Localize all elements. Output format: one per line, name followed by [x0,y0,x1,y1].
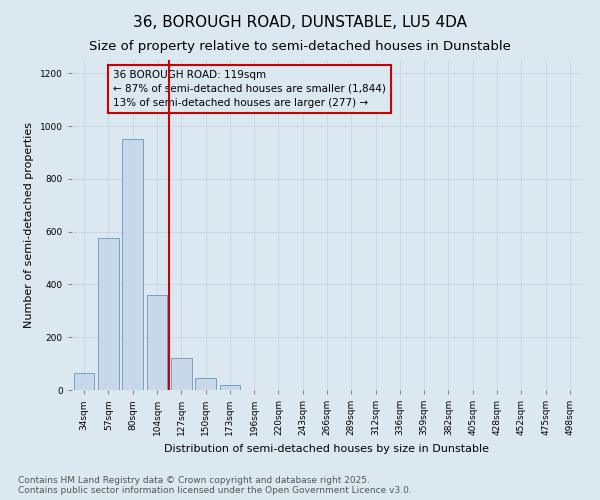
Bar [195,378,216,390]
Bar [122,139,143,390]
Bar [171,358,191,390]
Bar [98,238,119,390]
Text: Contains HM Land Registry data © Crown copyright and database right 2025.
Contai: Contains HM Land Registry data © Crown c… [18,476,412,495]
Bar [146,295,167,390]
Text: 36 BOROUGH ROAD: 119sqm
← 87% of semi-detached houses are smaller (1,844)
13% of: 36 BOROUGH ROAD: 119sqm ← 87% of semi-de… [113,70,386,108]
Y-axis label: Number of semi-detached properties: Number of semi-detached properties [25,122,34,328]
X-axis label: Distribution of semi-detached houses by size in Dunstable: Distribution of semi-detached houses by … [164,444,490,454]
Text: 36, BOROUGH ROAD, DUNSTABLE, LU5 4DA: 36, BOROUGH ROAD, DUNSTABLE, LU5 4DA [133,15,467,30]
Bar [74,373,94,390]
Bar [220,385,240,390]
Text: Size of property relative to semi-detached houses in Dunstable: Size of property relative to semi-detach… [89,40,511,53]
